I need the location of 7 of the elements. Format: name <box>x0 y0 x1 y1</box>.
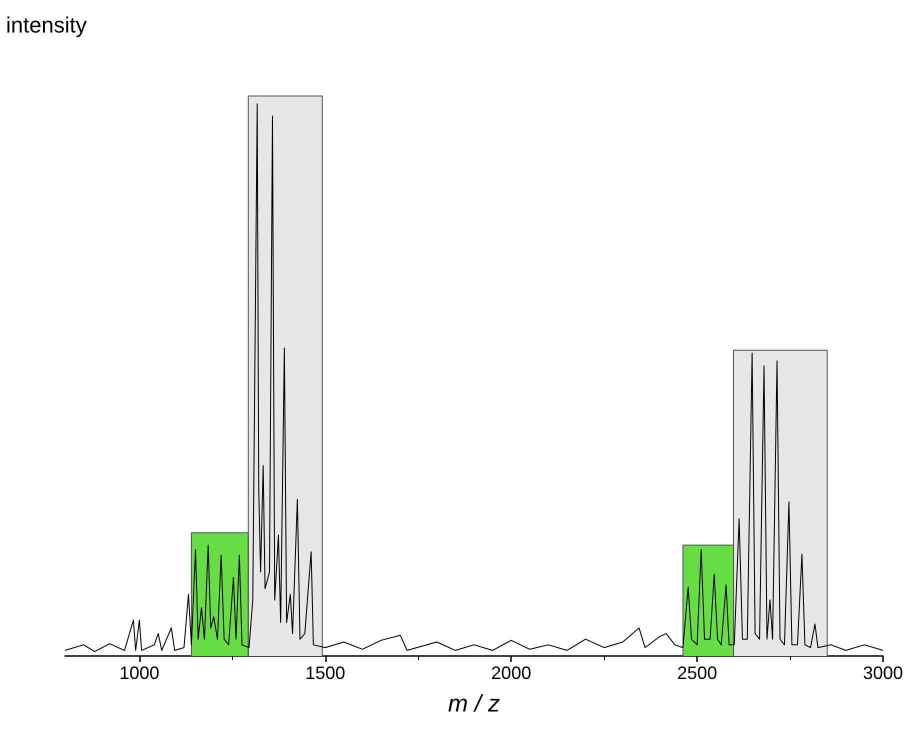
y-axis-title: intensity <box>6 12 87 38</box>
x-tick-label: 2000 <box>491 663 532 683</box>
x-axis-title: m / z <box>448 690 500 718</box>
x-tick-label: 2500 <box>677 663 718 683</box>
x-tick-label: 3000 <box>862 663 904 683</box>
x-tick-label: 1500 <box>305 663 346 683</box>
x-tick-label: 1000 <box>119 663 160 683</box>
